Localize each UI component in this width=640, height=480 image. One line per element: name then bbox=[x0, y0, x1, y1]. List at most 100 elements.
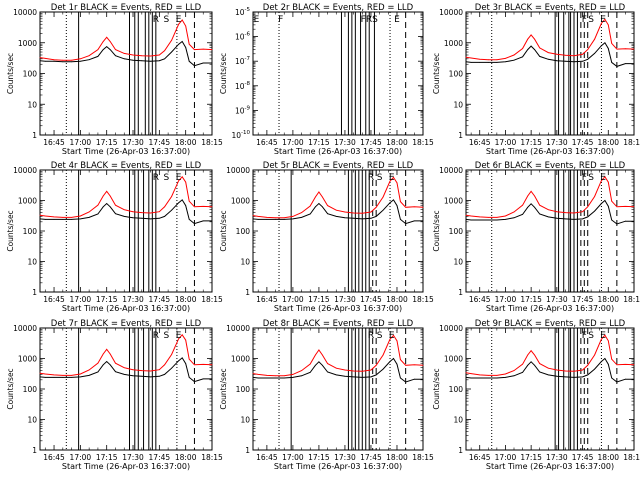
point-events bbox=[607, 205, 609, 207]
point-lld bbox=[194, 364, 195, 366]
x-tick-label: 16:45 bbox=[43, 295, 65, 304]
point-events bbox=[556, 375, 558, 377]
point-lld bbox=[181, 19, 183, 21]
point-lld bbox=[335, 209, 337, 211]
point-lld bbox=[266, 375, 268, 376]
point-lld bbox=[97, 204, 99, 206]
point-lld bbox=[422, 364, 424, 366]
annotation-label: S bbox=[588, 15, 594, 25]
x-axis-title: Start Time (26-Apr-03 16:37:00) bbox=[486, 304, 614, 313]
point-events bbox=[178, 202, 180, 204]
point-events bbox=[158, 60, 160, 62]
y-tick-label: 10 bbox=[453, 416, 463, 425]
x-tick-label: 17:15 bbox=[520, 295, 542, 304]
point-events bbox=[115, 55, 116, 57]
point-events bbox=[181, 357, 183, 359]
point-events bbox=[123, 216, 125, 217]
point-lld bbox=[53, 374, 55, 376]
point-lld bbox=[164, 50, 166, 52]
point-lld bbox=[194, 49, 195, 50]
y-tick-label: 10000 bbox=[439, 8, 463, 17]
y-tick-label: 1000 bbox=[18, 355, 37, 364]
point-events bbox=[361, 377, 363, 378]
point-events bbox=[393, 199, 394, 201]
point-events bbox=[487, 377, 489, 379]
point-events bbox=[194, 381, 195, 382]
point-events bbox=[370, 217, 372, 219]
point-lld bbox=[582, 211, 583, 213]
point-events bbox=[109, 206, 111, 208]
point-events bbox=[534, 206, 535, 208]
y-tick-label: 10-8 bbox=[235, 81, 251, 91]
point-events bbox=[158, 217, 160, 219]
point-lld bbox=[530, 350, 532, 352]
point-events bbox=[39, 376, 41, 378]
panel-title: Det 4r BLACK = Events, RED = LLD bbox=[51, 161, 202, 171]
point-events bbox=[400, 219, 401, 220]
y-tick-label: 1 bbox=[458, 446, 463, 455]
point-lld bbox=[318, 349, 320, 351]
x-tick-label: 17:30 bbox=[546, 138, 568, 147]
y-tick-label: 1000 bbox=[444, 39, 463, 48]
point-lld bbox=[487, 217, 489, 218]
point-lld bbox=[604, 18, 606, 20]
point-events bbox=[513, 375, 515, 377]
point-lld bbox=[513, 370, 515, 371]
point-events bbox=[283, 219, 285, 220]
point-events bbox=[587, 58, 589, 60]
point-lld bbox=[102, 353, 104, 355]
x-tick-label: 18:15 bbox=[412, 295, 434, 304]
y-tick-label: 1 bbox=[32, 288, 37, 297]
point-lld bbox=[202, 364, 204, 365]
x-tick-label: 17:30 bbox=[334, 453, 356, 462]
point-events bbox=[158, 375, 160, 377]
annotation-label: F bbox=[582, 331, 587, 341]
point-events bbox=[547, 58, 549, 60]
point-lld bbox=[283, 217, 285, 219]
point-lld bbox=[534, 38, 535, 40]
point-lld bbox=[594, 38, 595, 40]
point-lld bbox=[185, 181, 187, 183]
point-events bbox=[633, 63, 635, 64]
x-tick-label: 17:00 bbox=[495, 453, 517, 462]
point-events bbox=[327, 213, 328, 215]
point-lld bbox=[39, 214, 41, 216]
point-lld bbox=[616, 206, 618, 208]
point-lld bbox=[188, 43, 190, 45]
point-events bbox=[171, 51, 173, 53]
point-lld bbox=[178, 338, 180, 339]
point-lld bbox=[587, 206, 589, 208]
series-lld bbox=[39, 19, 213, 61]
y-tick-label: 10000 bbox=[13, 8, 37, 17]
point-lld bbox=[573, 370, 575, 372]
y-tick-label: 10 bbox=[453, 100, 463, 109]
point-events bbox=[62, 61, 64, 63]
y-tick-label: 100 bbox=[23, 227, 38, 236]
point-lld bbox=[496, 217, 498, 218]
point-lld bbox=[141, 370, 143, 371]
point-events bbox=[487, 219, 489, 221]
y-tick-label: 10000 bbox=[439, 324, 463, 333]
x-tick-label: 17:15 bbox=[96, 138, 118, 147]
point-lld bbox=[181, 334, 183, 336]
point-events bbox=[413, 220, 415, 222]
point-lld bbox=[132, 211, 134, 213]
point-lld bbox=[115, 49, 116, 50]
point-events bbox=[625, 63, 626, 64]
point-events bbox=[522, 214, 523, 215]
x-tick-label: 16:45 bbox=[256, 295, 278, 304]
point-events bbox=[97, 371, 99, 373]
point-lld bbox=[470, 57, 472, 59]
point-lld bbox=[479, 374, 481, 376]
point-events bbox=[389, 361, 391, 362]
point-events bbox=[150, 60, 152, 62]
point-events bbox=[185, 47, 187, 48]
point-lld bbox=[527, 354, 529, 356]
panel-det-9: Det 9r BLACK = Events, RED = LLD 1 10 100 10… bbox=[432, 319, 640, 471]
point-lld bbox=[109, 353, 111, 355]
point-lld bbox=[158, 54, 160, 56]
point-events bbox=[185, 363, 187, 364]
panel-title: Det 5r BLACK = Events, RED = LLD bbox=[263, 161, 414, 171]
point-lld bbox=[534, 354, 535, 356]
point-lld bbox=[158, 369, 160, 371]
